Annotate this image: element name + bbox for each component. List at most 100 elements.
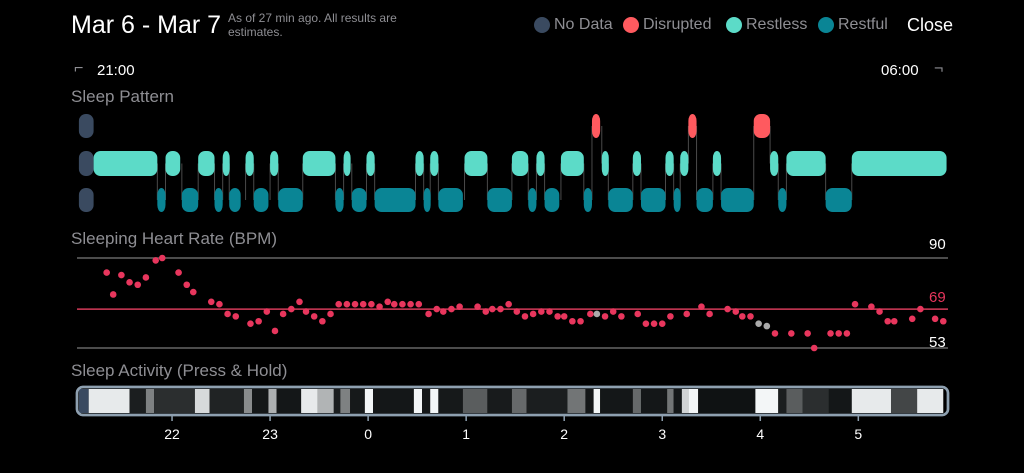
heart-rate-point — [439, 308, 447, 315]
heart-rate-point — [560, 313, 568, 320]
restless-segment — [601, 151, 609, 176]
disrupted-segment — [591, 114, 601, 138]
activity-segment — [755, 389, 779, 413]
activity-segment — [778, 389, 787, 413]
hr-avg-label: 69 — [929, 289, 946, 306]
restful-segment — [673, 188, 681, 212]
no-data-dot-icon — [534, 17, 550, 33]
restless-segment — [415, 151, 424, 176]
activity-segment — [252, 389, 269, 413]
heart-rate-point — [609, 308, 617, 315]
heart-rate-point — [827, 330, 834, 337]
hour-tick-label: 23 — [262, 426, 278, 442]
activity-segment — [462, 389, 488, 413]
restless-segment — [632, 151, 641, 176]
heart-rate-point — [158, 254, 166, 262]
restful-segment — [438, 188, 463, 212]
restful-segment — [181, 188, 199, 212]
heart-rate-point — [642, 320, 650, 327]
heart-rate-point — [142, 274, 150, 281]
activity-segment — [487, 389, 512, 413]
heart-rate-point — [810, 344, 818, 352]
restful-segment — [544, 188, 560, 212]
activity-segment — [917, 389, 944, 413]
heart-rate-point — [577, 317, 584, 325]
hour-tick-label: 0 — [364, 426, 372, 442]
heart-rate-point — [335, 300, 343, 308]
activity-segment — [276, 389, 302, 413]
activity-segment — [209, 389, 244, 413]
restful-segment — [487, 188, 512, 212]
heart-rate-point — [876, 308, 883, 315]
activity-segment — [413, 389, 423, 413]
heart-rate-point — [232, 313, 240, 320]
restful-segment — [528, 188, 537, 212]
disrupted-segment — [688, 114, 697, 138]
activity-segment — [333, 389, 341, 413]
heart-rate-point — [868, 303, 875, 310]
heart-rate-point — [554, 313, 561, 320]
heart-rate-point — [351, 300, 359, 308]
restless-segment — [464, 151, 488, 176]
restful-segment — [721, 188, 754, 212]
heart-rate-point — [634, 310, 642, 318]
heart-rate-point — [310, 313, 318, 320]
heart-rate-point — [126, 279, 133, 286]
hour-tick-label: 4 — [756, 426, 764, 442]
restless-segment — [245, 151, 254, 176]
heart-rate-title: Sleeping Heart Rate (BPM) — [71, 229, 277, 248]
activity-segment — [802, 389, 829, 413]
legend-label: No Data — [554, 16, 613, 33]
restless-segment — [430, 151, 439, 176]
heart-rate-point — [296, 298, 303, 306]
bracket-end-icon: ¬ — [934, 60, 944, 77]
restless-segment — [198, 151, 215, 176]
heart-rate-point — [271, 327, 279, 335]
heart-rate-point — [939, 317, 947, 325]
restful-segment — [608, 188, 633, 212]
close-button[interactable]: Close — [907, 15, 954, 35]
no-data-segment — [78, 188, 94, 212]
heart-rate-point — [698, 303, 705, 310]
end-time-label: 06:00 — [881, 62, 919, 79]
restful-segment — [640, 188, 666, 212]
restful-segment — [778, 188, 787, 212]
activity-segment — [340, 389, 351, 413]
heart-rate-point — [456, 303, 463, 310]
restless-segment — [786, 151, 826, 176]
heart-rate-point — [247, 320, 254, 327]
heart-rate-point — [884, 317, 892, 325]
heart-rate-point — [763, 322, 771, 330]
restful-segment — [583, 188, 592, 212]
legend-label: Restless — [746, 16, 808, 33]
heart-rate-point — [908, 315, 916, 323]
activity-segment — [243, 389, 253, 413]
heart-rate-point — [683, 310, 691, 318]
restless-segment — [770, 151, 779, 176]
activity-segment — [301, 389, 318, 413]
heart-rate-point — [152, 257, 159, 264]
heart-rate-point — [593, 310, 601, 318]
hr-min-label: 53 — [929, 334, 946, 351]
hr-max-label: 90 — [929, 236, 946, 253]
heart-rate-point — [103, 269, 110, 276]
hour-tick-label: 5 — [854, 426, 862, 442]
heart-rate-point — [851, 300, 859, 308]
restless-segment — [665, 151, 674, 176]
activity-segment — [526, 389, 568, 413]
restless-segment — [712, 151, 722, 176]
bracket-start-icon: ⌐ — [74, 60, 84, 77]
heart-rate-point — [587, 310, 594, 318]
activity-segment — [511, 389, 527, 413]
activity-segment — [600, 389, 633, 413]
hour-tick-label: 22 — [164, 426, 180, 442]
sleep-activity-title: Sleep Activity (Press & Hold) — [71, 361, 288, 380]
heart-rate-point — [529, 310, 537, 318]
activity-segment — [154, 389, 195, 413]
activity-segment — [673, 389, 682, 413]
heart-rate-point — [497, 305, 504, 313]
heart-rate-point — [474, 303, 481, 310]
no-data-segment — [78, 151, 94, 176]
heart-rate-point — [538, 308, 545, 315]
